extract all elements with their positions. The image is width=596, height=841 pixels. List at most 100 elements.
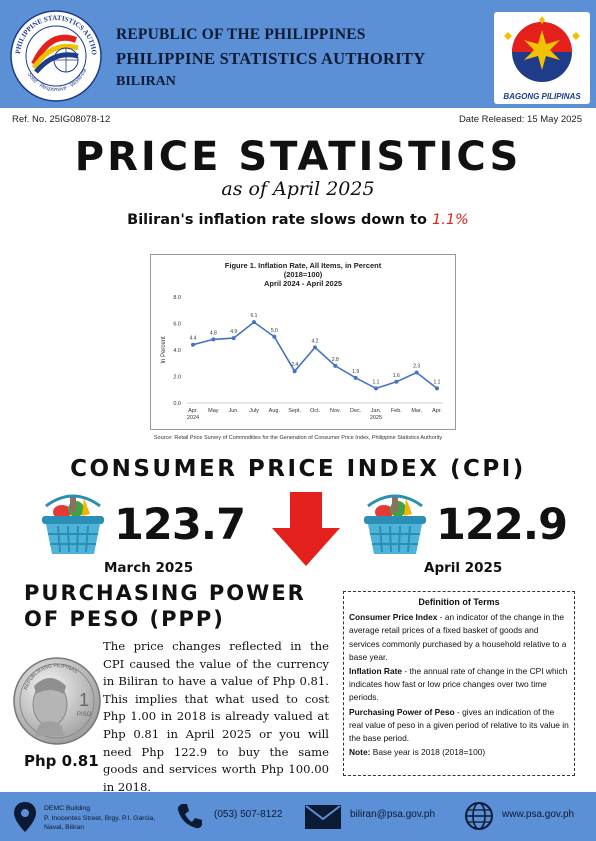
bagong-pilipinas-emblem: [504, 16, 580, 82]
data-label: 4.2: [312, 338, 319, 344]
y-tick-label: 6.0: [173, 322, 181, 328]
x-tick-label: Jan.: [371, 408, 382, 414]
definition-term: Purchasing Power of Peso: [349, 706, 455, 717]
x-tick-label: Sept.: [288, 408, 301, 414]
header-banner: PHILIPPINE STATISTICS AUTHORITY Solid · …: [0, 0, 596, 108]
x-tick-label: Dec.: [350, 408, 362, 414]
chart-subtitle-period: April 2024 - April 2025: [263, 279, 343, 288]
definition-term: Inflation Rate: [349, 666, 403, 677]
data-point: [252, 320, 256, 325]
ppp-value: Php 0.81: [24, 752, 99, 770]
reference-number: Ref. No. 25IG08078-12: [12, 114, 111, 125]
data-label: 4.8: [210, 330, 217, 336]
chart-source: Source: Retail Price Survey of Commoditi…: [153, 435, 443, 441]
data-label: 4.4: [190, 336, 197, 342]
y-tick-label: 8.0: [173, 295, 181, 301]
data-label: 2.8: [332, 357, 339, 363]
x-year-label: 2024: [187, 415, 199, 421]
x-tick-label: Apr.: [188, 408, 198, 414]
data-point: [414, 370, 419, 375]
footer-website[interactable]: www.psa.gov.ph: [502, 809, 575, 820]
peso-coin-icon: 1 PISO REPUBLIKANG PILIPINAS: [13, 657, 101, 745]
ppp-heading: PURCHASING POWER OF PESO (PPP): [24, 580, 306, 632]
down-arrow-icon: [272, 492, 340, 566]
data-label: 1.1: [434, 379, 441, 385]
cpi-april-value: 122.9: [436, 500, 568, 550]
data-point: [435, 386, 439, 391]
x-tick-label: July: [249, 408, 259, 414]
x-tick-label: Apr.: [432, 408, 442, 414]
phone-icon: [177, 804, 202, 829]
data-label: 2.3: [413, 364, 420, 370]
chart-subtitle-base: (2018=100): [283, 270, 323, 279]
data-point: [191, 342, 195, 347]
x-tick-label: Nov.: [330, 408, 341, 414]
data-point: [374, 386, 378, 391]
data-label: 5.0: [271, 328, 278, 334]
republic-label: REPUBLIC OF THE PHILIPPINES: [116, 26, 366, 43]
address-line1: DEMC Building: [44, 805, 91, 812]
footer-address: DEMC Building P. Inocentes Street, Brgy.…: [44, 804, 155, 833]
definition-term: Consumer Price Index: [349, 612, 438, 623]
ppp-heading-line1: PURCHASING POWER: [24, 581, 306, 605]
footer-bar: DEMC Building P. Inocentes Street, Brgy.…: [0, 792, 596, 841]
coin-unit: PISO: [77, 712, 92, 718]
footer-email[interactable]: biliran@psa.gov.ph: [350, 809, 436, 820]
definition-text: - gives an indication of the real value …: [349, 706, 569, 744]
address-line3: Naval, Biliran: [44, 824, 85, 831]
data-point: [394, 379, 399, 384]
headline: Biliran's inflation rate slows down to 1…: [0, 212, 596, 228]
header-text: REPUBLIC OF THE PHILIPPINES PHILIPPINE S…: [116, 26, 425, 90]
definition-text: - an indicator of the change in the aver…: [349, 612, 567, 662]
globe-icon: [465, 802, 493, 830]
y-axis-label: In Percent: [161, 336, 167, 364]
bagong-pilipinas-text: BAGONG PILIPINAS: [503, 92, 581, 101]
bagong-pilipinas-logo: BAGONG PILIPINAS: [494, 12, 590, 104]
email-icon: [305, 805, 341, 829]
data-point: [272, 334, 277, 339]
definitions-title: Definition of Terms: [418, 597, 500, 607]
agency-name: PHILIPPINE STATISTICS AUTHORITY: [116, 49, 426, 68]
cpi-march-value: 123.7: [114, 500, 246, 550]
data-label: 1.1: [373, 379, 380, 385]
data-point: [333, 363, 338, 368]
footer-phone[interactable]: (053) 507-8122: [214, 809, 283, 820]
address-line2: P. Inocentes Street, Brgy. P.I. Garcia,: [44, 814, 156, 822]
inflation-chart: Figure 1. Inflation Rate, All Items, in …: [150, 254, 456, 430]
page-subtitle: as of April 2025: [221, 178, 375, 200]
x-tick-label: Jun.: [228, 408, 239, 414]
shopping-basket-icon: [364, 494, 426, 554]
shopping-basket-icon: [42, 494, 104, 554]
x-year-label: 2025: [370, 415, 382, 421]
definition-cpi: Consumer Price Index - an indicator of t…: [349, 611, 569, 664]
page-title: PRICE STATISTICS: [74, 134, 522, 180]
y-tick-label: 2.0: [173, 375, 181, 381]
data-label: 1.6: [393, 373, 400, 379]
definition-term: Note:: [349, 747, 371, 758]
chart-title: Figure 1. Inflation Rate, All Items, in …: [224, 261, 382, 270]
cpi-heading: CONSUMER PRICE INDEX (CPI): [70, 456, 526, 482]
definition-inflation-rate: Inflation Rate - the annual rate of chan…: [349, 665, 569, 705]
x-tick-label: Oct.: [310, 408, 321, 414]
definition-text: Base year is 2018 (2018=100): [370, 747, 486, 758]
y-tick-label: 0.0: [173, 401, 181, 407]
cpi-march-label: March 2025: [104, 560, 194, 576]
date-released: Date Released: 15 May 2025: [458, 114, 582, 125]
data-label: 4.9: [230, 329, 237, 335]
definition-note: Note: Base year is 2018 (2018=100): [349, 746, 569, 759]
data-point: [353, 375, 358, 380]
data-label: 1.9: [352, 369, 359, 375]
coin-denomination: 1: [79, 690, 89, 710]
definition-of-terms-box: Definition of Terms Consumer Price Index…: [343, 591, 575, 776]
psa-logo: PHILIPPINE STATISTICS AUTHORITY Solid · …: [10, 10, 102, 102]
data-point: [313, 345, 317, 350]
data-label: 6.1: [251, 313, 258, 319]
definition-text: - the annual rate of change in the CPI w…: [349, 666, 568, 703]
x-tick-label: Aug.: [269, 408, 281, 414]
data-point: [211, 337, 216, 342]
data-point: [292, 369, 297, 374]
location-pin-icon: [14, 802, 36, 832]
ppp-body-text: The price changes reflected in the CPI c…: [103, 639, 329, 794]
x-tick-label: Feb.: [391, 408, 402, 414]
